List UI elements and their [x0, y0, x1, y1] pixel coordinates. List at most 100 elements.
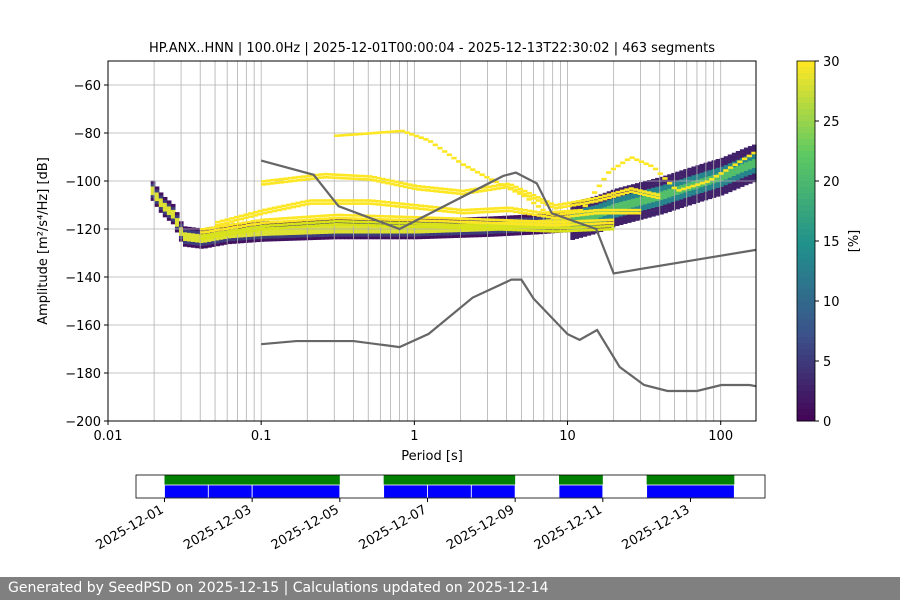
percentile-band-cell	[328, 199, 334, 202]
percentile-band-cell	[549, 202, 555, 205]
percentile-band-cell	[507, 228, 514, 232]
heatmap-cell	[643, 186, 648, 190]
heatmap-cell	[638, 184, 644, 189]
percentile-band-cell	[420, 188, 426, 192]
heatmap-cell	[626, 185, 632, 189]
heatmap-cell	[715, 159, 721, 163]
percentile-band-cell	[509, 183, 515, 187]
heatmap-cell	[211, 238, 216, 242]
percentile-band-cell	[227, 229, 233, 233]
percentile-band-cell	[621, 211, 628, 215]
heatmap-cell	[485, 216, 491, 220]
colorbar-segment	[797, 337, 815, 344]
heatmap-cell	[695, 193, 701, 198]
percentile-band-cell	[333, 219, 339, 223]
percentile-band-cell	[340, 173, 346, 177]
x-tick-label: 1	[410, 429, 418, 444]
heatmap-cell	[618, 221, 624, 225]
percentile-band-cell	[246, 227, 252, 230]
percentile-band-cell	[465, 165, 471, 169]
percentile-band-cell	[462, 217, 468, 221]
heatmap-cell	[630, 212, 636, 217]
percentile-band-cell	[475, 227, 482, 230]
percentile-band-cell	[588, 200, 594, 204]
heatmap-cell	[368, 230, 374, 234]
heatmap-cell	[715, 170, 721, 174]
heatmap-cell	[590, 231, 596, 235]
heatmap-cell	[630, 215, 636, 219]
percentile-band-cell	[456, 189, 462, 192]
heatmap-cell	[630, 207, 636, 211]
heatmap-cell	[691, 198, 697, 202]
heatmap-cell	[675, 183, 680, 187]
heatmap-cell	[638, 208, 644, 212]
heatmap-cell	[731, 184, 737, 188]
percentile-band-cell	[323, 175, 329, 179]
heatmap-cell	[723, 173, 729, 177]
heatmap-cell	[622, 217, 628, 222]
percentile-band-cell	[522, 192, 528, 196]
percentile-band-cell	[262, 211, 268, 215]
heatmap-cell	[308, 231, 313, 235]
percentile-band-cell	[503, 206, 509, 210]
percentile-band-cell	[333, 223, 339, 226]
percentile-band-cell	[433, 189, 439, 193]
heatmap-cell	[400, 230, 406, 234]
heatmap-cell	[695, 176, 701, 180]
percentile-band-cell	[439, 223, 445, 226]
heatmap-cell	[719, 163, 725, 167]
heatmap-cell	[655, 209, 660, 213]
percentile-band-cell	[309, 202, 315, 205]
heatmap-cell	[308, 219, 313, 223]
heatmap-cell	[638, 205, 644, 209]
heatmap-cell	[340, 230, 345, 234]
heatmap-cell	[154, 189, 160, 193]
percentile-band-cell	[371, 199, 377, 203]
colorbar-segment	[797, 109, 815, 116]
heatmap-cell	[699, 198, 705, 202]
heatmap-cell	[191, 241, 196, 245]
heatmap-cell	[719, 186, 725, 190]
heatmap-cell	[570, 216, 576, 220]
heatmap-cell	[683, 189, 688, 193]
heatmap-cell	[667, 185, 672, 189]
y-tick-label: −140	[65, 271, 101, 286]
percentile-band-cell	[356, 202, 363, 205]
percentile-band-cell	[564, 212, 571, 215]
percentile-band-cell	[218, 228, 224, 231]
percentile-band-cell	[273, 226, 279, 230]
percentile-band-cell	[366, 202, 372, 205]
percentile-band-cell	[278, 181, 284, 184]
percentile-band-cell	[460, 189, 466, 193]
percentile-band-cell	[375, 199, 382, 203]
heatmap-cell	[364, 218, 370, 223]
percentile-band-cell	[314, 173, 320, 177]
percentile-band-cell	[305, 215, 312, 219]
percentile-band-cell	[248, 212, 254, 215]
heatmap-cell	[643, 204, 648, 208]
heatmap-cell	[614, 188, 620, 192]
percentile-band-cell	[328, 217, 335, 220]
heatmap-cell	[723, 159, 729, 163]
percentile-band-cell	[416, 219, 422, 222]
percentile-band-cell	[482, 186, 488, 189]
heatmap-cell	[582, 207, 588, 211]
percentile-band-cell	[327, 176, 333, 179]
heatmap-cell	[687, 202, 693, 206]
heatmap-cell	[542, 216, 547, 220]
heatmap-cell	[739, 180, 745, 185]
heatmap-cell	[606, 214, 612, 218]
colorbar-segment	[797, 121, 815, 128]
heatmap-cell	[671, 204, 676, 208]
percentile-band-cell	[535, 229, 541, 233]
heatmap-cell	[667, 174, 672, 178]
heatmap-cell	[485, 233, 491, 237]
percentile-band-cell	[264, 218, 270, 221]
colorbar-segment	[797, 409, 815, 416]
percentile-band-cell	[586, 219, 592, 223]
heatmap-cell	[743, 167, 749, 171]
percentile-band-cell	[498, 209, 505, 213]
percentile-band-cell	[540, 220, 546, 223]
percentile-band-cell	[495, 187, 501, 190]
heatmap-cell	[182, 240, 188, 244]
